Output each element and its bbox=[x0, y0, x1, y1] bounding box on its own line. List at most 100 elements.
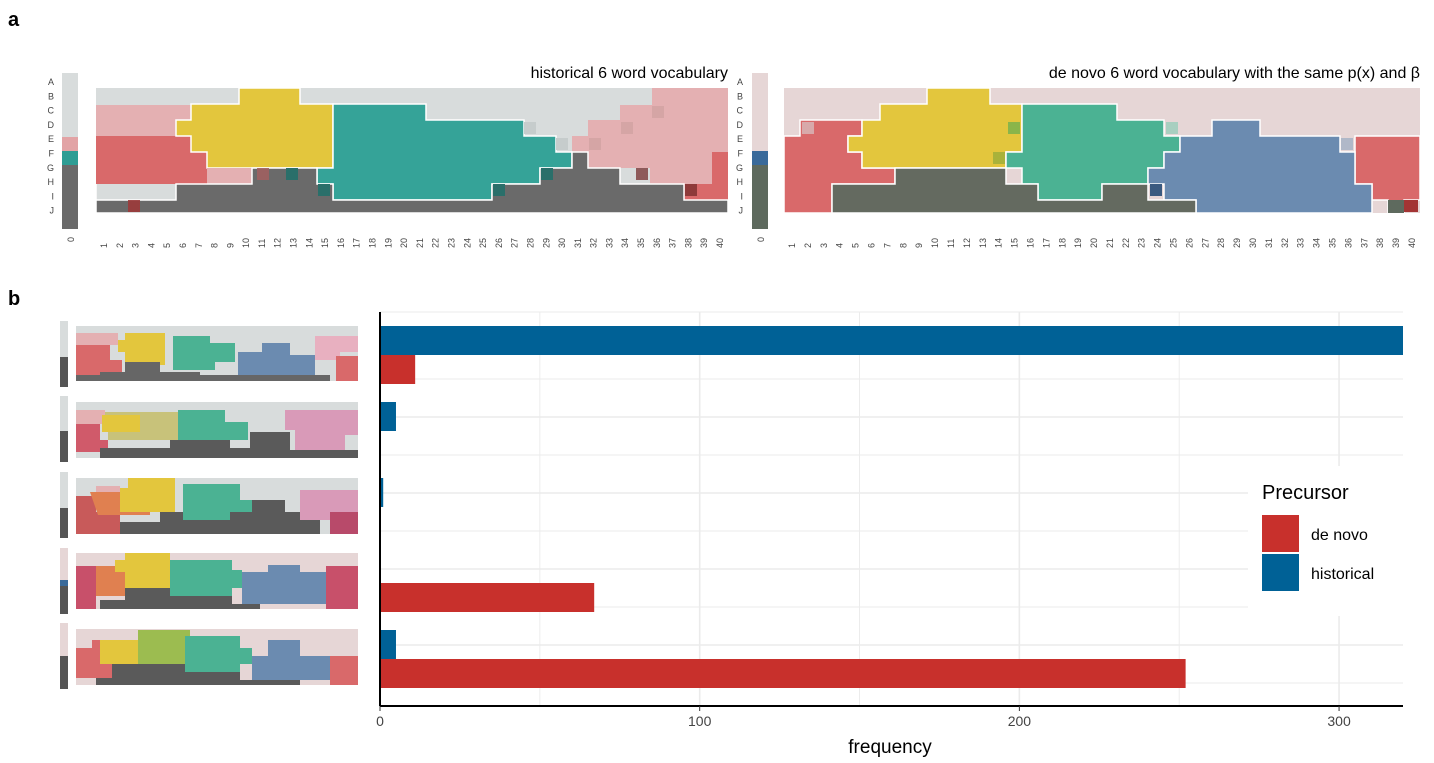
row-label-B: B bbox=[48, 91, 54, 101]
x-label-1: 1 bbox=[99, 243, 109, 248]
x-label-26: 26 bbox=[1184, 238, 1194, 248]
x-label-34: 34 bbox=[1312, 238, 1322, 248]
x-label-15: 15 bbox=[1010, 238, 1020, 248]
legend-key-historical bbox=[1262, 554, 1299, 591]
x-label-19: 19 bbox=[1073, 238, 1083, 248]
x-label-9: 9 bbox=[225, 243, 235, 248]
x-label-5: 5 bbox=[162, 243, 172, 248]
x-label-15: 15 bbox=[320, 238, 330, 248]
x-label-38: 38 bbox=[683, 238, 693, 248]
x-label-3: 3 bbox=[819, 243, 829, 248]
x-label-1: 1 bbox=[787, 243, 797, 248]
x-label-26: 26 bbox=[494, 238, 504, 248]
row-label-J: J bbox=[50, 206, 55, 216]
x-label-31: 31 bbox=[573, 238, 583, 248]
x-label-35: 35 bbox=[636, 238, 646, 248]
x-label-11: 11 bbox=[257, 239, 267, 248]
x-labels-left: 1 2 3 4 5 6 7 8 9 10 11 12 13 14 15 16 17 18 19 20 21 22 23 24 2… bbox=[99, 238, 725, 248]
map-de-novo bbox=[783, 87, 1421, 214]
x-label-28: 28 bbox=[1216, 238, 1226, 248]
x-label-16: 16 bbox=[1025, 238, 1035, 248]
legend-label-historical: historical bbox=[1311, 566, 1374, 583]
right-map-title: de novo 6 word vocabulary with the same … bbox=[1049, 65, 1420, 82]
x-label-32: 32 bbox=[589, 238, 599, 248]
bar-de-novo-5 bbox=[380, 659, 1186, 688]
row-label-D: D bbox=[737, 120, 744, 130]
zero-label-right: 0 bbox=[756, 237, 766, 242]
thumbnail-5 bbox=[60, 623, 358, 689]
x-label-4: 4 bbox=[146, 243, 156, 248]
x-label-12: 12 bbox=[962, 238, 972, 248]
zero-column-right bbox=[752, 73, 768, 229]
x-label-18: 18 bbox=[368, 238, 378, 248]
x-label-37: 37 bbox=[1359, 238, 1369, 248]
row-label-E: E bbox=[48, 134, 54, 144]
row-label-C: C bbox=[737, 106, 744, 116]
x-tick-label-300: 300 bbox=[1327, 713, 1351, 729]
x-label-36: 36 bbox=[1343, 238, 1353, 248]
row-label-A: A bbox=[737, 77, 743, 87]
x-label-22: 22 bbox=[431, 238, 441, 248]
x-label-9: 9 bbox=[914, 243, 924, 248]
thumbnail-1 bbox=[60, 321, 358, 387]
row-label-H: H bbox=[48, 177, 55, 187]
x-label-28: 28 bbox=[525, 238, 535, 248]
legend-label-de-novo: de novo bbox=[1311, 527, 1368, 544]
bar-historical-2 bbox=[380, 402, 396, 431]
thumbnail-2 bbox=[60, 396, 358, 462]
x-axis-title: frequency bbox=[848, 737, 932, 758]
x-label-8: 8 bbox=[898, 243, 908, 248]
row-label-F: F bbox=[738, 149, 744, 159]
x-label-20: 20 bbox=[1089, 238, 1099, 248]
x-tick-label-200: 200 bbox=[1008, 713, 1032, 729]
row-label-I: I bbox=[740, 191, 743, 201]
thumbnails bbox=[60, 321, 358, 689]
row-label-H: H bbox=[737, 177, 744, 187]
x-label-8: 8 bbox=[210, 243, 220, 248]
x-label-10: 10 bbox=[241, 238, 251, 248]
x-label-21: 21 bbox=[415, 238, 425, 248]
x-label-17: 17 bbox=[1041, 238, 1051, 248]
bar-historical-3 bbox=[380, 478, 384, 507]
panel-a-label: a bbox=[8, 9, 20, 31]
x-label-16: 16 bbox=[336, 238, 346, 248]
x-label-39: 39 bbox=[1391, 238, 1401, 248]
x-label-25: 25 bbox=[478, 238, 488, 248]
x-label-34: 34 bbox=[620, 238, 630, 248]
x-label-14: 14 bbox=[304, 238, 314, 248]
x-label-18: 18 bbox=[1057, 238, 1067, 248]
bar-de-novo-4 bbox=[380, 583, 595, 612]
x-label-33: 33 bbox=[604, 238, 614, 248]
x-label-30: 30 bbox=[1248, 238, 1258, 248]
x-label-10: 10 bbox=[930, 238, 940, 248]
x-label-38: 38 bbox=[1375, 238, 1385, 248]
x-label-6: 6 bbox=[178, 243, 188, 248]
x-label-19: 19 bbox=[383, 238, 393, 248]
row-label-C: C bbox=[48, 106, 55, 116]
bar-historical-1 bbox=[380, 326, 1403, 355]
x-tick-label-0: 0 bbox=[376, 713, 384, 729]
x-label-24: 24 bbox=[1153, 238, 1163, 248]
x-label-17: 17 bbox=[352, 238, 362, 248]
x-label-6: 6 bbox=[866, 243, 876, 248]
x-label-13: 13 bbox=[289, 238, 299, 248]
x-label-2: 2 bbox=[803, 243, 813, 248]
row-label-F: F bbox=[49, 149, 55, 159]
zero-label-left: 0 bbox=[66, 237, 76, 242]
bar-de-novo-1 bbox=[380, 355, 416, 384]
map-historical bbox=[95, 87, 729, 214]
x-label-4: 4 bbox=[835, 243, 845, 248]
x-label-27: 27 bbox=[1200, 238, 1210, 248]
bars bbox=[380, 326, 1403, 688]
x-label-14: 14 bbox=[994, 238, 1004, 248]
left-map-title: historical 6 word vocabulary bbox=[531, 65, 728, 82]
x-label-40: 40 bbox=[1407, 238, 1417, 248]
x-label-29: 29 bbox=[1232, 238, 1242, 248]
x-label-31: 31 bbox=[1264, 238, 1274, 248]
x-label-36: 36 bbox=[652, 238, 662, 248]
x-label-37: 37 bbox=[668, 238, 678, 248]
x-label-40: 40 bbox=[715, 238, 725, 248]
